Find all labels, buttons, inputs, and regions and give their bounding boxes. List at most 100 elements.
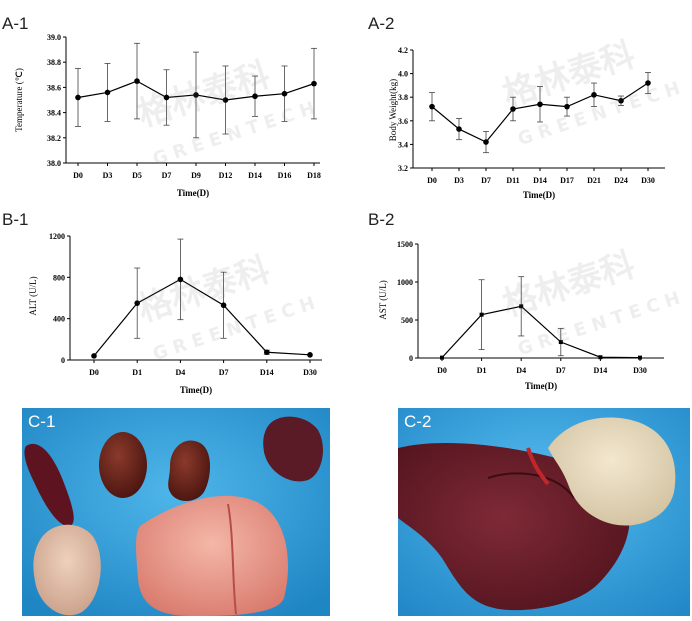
a-1-data-point xyxy=(281,90,288,97)
a-2-ytick-label: 3.6 xyxy=(398,117,408,126)
a-2-xtick-label: D30 xyxy=(641,176,655,185)
a-2-data-point xyxy=(429,103,435,110)
a-1-ytick-label: 38.0 xyxy=(47,159,61,168)
a-2-data-point xyxy=(645,80,651,86)
b-2-series-line xyxy=(441,305,641,359)
b-2-x-title: Time(D) xyxy=(525,381,557,391)
a-1-data-point xyxy=(193,92,199,98)
a-1-xtick-label: D12 xyxy=(219,171,233,180)
a-1-xtick-label: D14 xyxy=(248,171,262,180)
a-2-xtick-label: D21 xyxy=(587,176,601,185)
a-2-data-point xyxy=(618,97,624,104)
a-1-data-point xyxy=(311,80,317,87)
b-1-series-line xyxy=(93,278,311,357)
fat-tissue-shape xyxy=(548,417,676,526)
a-1-xtick-label: D0 xyxy=(73,171,83,180)
heart-shape xyxy=(263,416,323,482)
a-2-data-point xyxy=(564,103,570,110)
a-1-xtick-label: D16 xyxy=(278,171,292,180)
a-2-xtick-label: D17 xyxy=(560,176,574,185)
kidney-left-shape xyxy=(99,432,147,498)
b-2-xtick-label: D14 xyxy=(594,366,608,375)
a-1-ytick-label: 38.6 xyxy=(47,83,61,92)
a-1-x-title: Time(D) xyxy=(177,188,209,198)
b-2-ytick-label: 500 xyxy=(401,316,413,325)
b-1-ytick-label: 0 xyxy=(61,356,65,365)
panel-label-b1: B-1 xyxy=(2,210,29,229)
chart-temperature: 38.038.238.438.638.839.0D0 D3 D5 D7 D9 D12 D14… xyxy=(14,33,665,395)
panel-label-c2: C-2 xyxy=(404,412,432,431)
a-2-xtick-label: D7 xyxy=(481,176,491,185)
b-1-xtick-label: D1 xyxy=(132,368,142,377)
b-2-data-point xyxy=(638,355,642,360)
organ-photo-c1-drawing xyxy=(22,408,330,616)
a-1-ytick-label: 38.2 xyxy=(47,134,61,143)
a-2-data-point xyxy=(537,101,543,108)
a-2-ytick-label: 3.4 xyxy=(398,140,408,149)
b-2-data-point xyxy=(440,355,444,360)
a-2-xtick-label: D0 xyxy=(427,176,437,185)
a-1-xtick-label: D9 xyxy=(191,171,201,180)
b-1-data-point xyxy=(134,300,140,306)
b-1-ytick-label: 1200 xyxy=(49,232,65,241)
panel-label-b2: B-2 xyxy=(368,210,395,229)
b-1-ytick-label: 400 xyxy=(53,315,65,324)
a-2-xtick-label: D11 xyxy=(506,176,519,185)
b-2-y-title: AST (U/L) xyxy=(378,280,388,320)
a-2-data-point xyxy=(456,126,462,132)
b-1-xtick-label: D7 xyxy=(219,368,229,377)
lung-shape xyxy=(136,495,289,616)
b-1-xtick-label: D14 xyxy=(260,368,274,377)
b-1-data-point xyxy=(264,349,270,356)
a-2-data-point xyxy=(591,92,597,98)
a-2-data-point xyxy=(483,139,489,145)
b-1-data-point xyxy=(220,302,227,309)
b-2-data-point xyxy=(558,340,563,345)
b-2-ytick-label: 1000 xyxy=(397,278,413,287)
kidney-right-shape xyxy=(168,440,211,501)
panel-label-a1: A-1 xyxy=(2,14,29,33)
b-2-xtick-label: D1 xyxy=(477,366,487,375)
a-1-data-point xyxy=(252,93,258,100)
brain-shape xyxy=(33,524,101,616)
a-1-y-title: Temperature (℃) xyxy=(14,68,24,132)
panel-label-c1: C-1 xyxy=(28,412,56,431)
a-2-ytick-label: 4.0 xyxy=(398,70,408,79)
b-1-data-point xyxy=(307,352,313,358)
a-2-ytick-label: 3.8 xyxy=(398,93,408,102)
b-2-xtick-label: D4 xyxy=(516,366,526,375)
b-1-ytick-label: 800 xyxy=(53,273,65,282)
b-2-data-point xyxy=(479,312,484,317)
a-2-xtick-label: D14 xyxy=(533,176,547,185)
b-2-xtick-label: D0 xyxy=(437,366,447,375)
b-2-xtick-label: D7 xyxy=(556,366,566,375)
a-1-data-point xyxy=(104,89,111,96)
a-2-ytick-label: 4.2 xyxy=(398,46,408,55)
a-2-xtick-label: D3 xyxy=(454,176,464,185)
a-1-ytick-label: 39.0 xyxy=(47,33,61,42)
panel-label-a2: A-2 xyxy=(368,14,395,33)
b-1-xtick-label: D30 xyxy=(303,368,317,377)
a-1-data-point xyxy=(75,94,81,101)
b-2-ytick-label: 0 xyxy=(409,354,413,363)
spleen-shape xyxy=(24,443,74,527)
a-2-ytick-label: 3.2 xyxy=(398,164,408,173)
a-1-xtick-label: D18 xyxy=(307,171,321,180)
a-2-x-title: Time(D) xyxy=(523,190,555,200)
b-1-xtick-label: D0 xyxy=(89,368,99,377)
organ-photo-c1: C-1 xyxy=(22,408,330,616)
liver-photo-c2-drawing xyxy=(398,408,690,616)
a-1-ytick-label: 38.4 xyxy=(47,109,61,118)
a-1-data-point xyxy=(163,94,170,101)
b-1-data-point xyxy=(91,353,97,359)
a-2-data-point xyxy=(510,106,516,112)
a-1-data-point xyxy=(222,97,229,103)
a-1-ytick-label: 38.8 xyxy=(47,58,61,67)
a-2-xtick-label: D24 xyxy=(614,176,628,185)
b-1-data-point xyxy=(177,276,184,283)
b-1-xtick-label: D4 xyxy=(176,368,186,377)
b-1-x-title: Time(D) xyxy=(180,385,212,395)
b-2-data-point xyxy=(519,304,524,309)
a-1-xtick-label: D5 xyxy=(132,171,142,180)
a-1-data-point xyxy=(134,78,140,84)
